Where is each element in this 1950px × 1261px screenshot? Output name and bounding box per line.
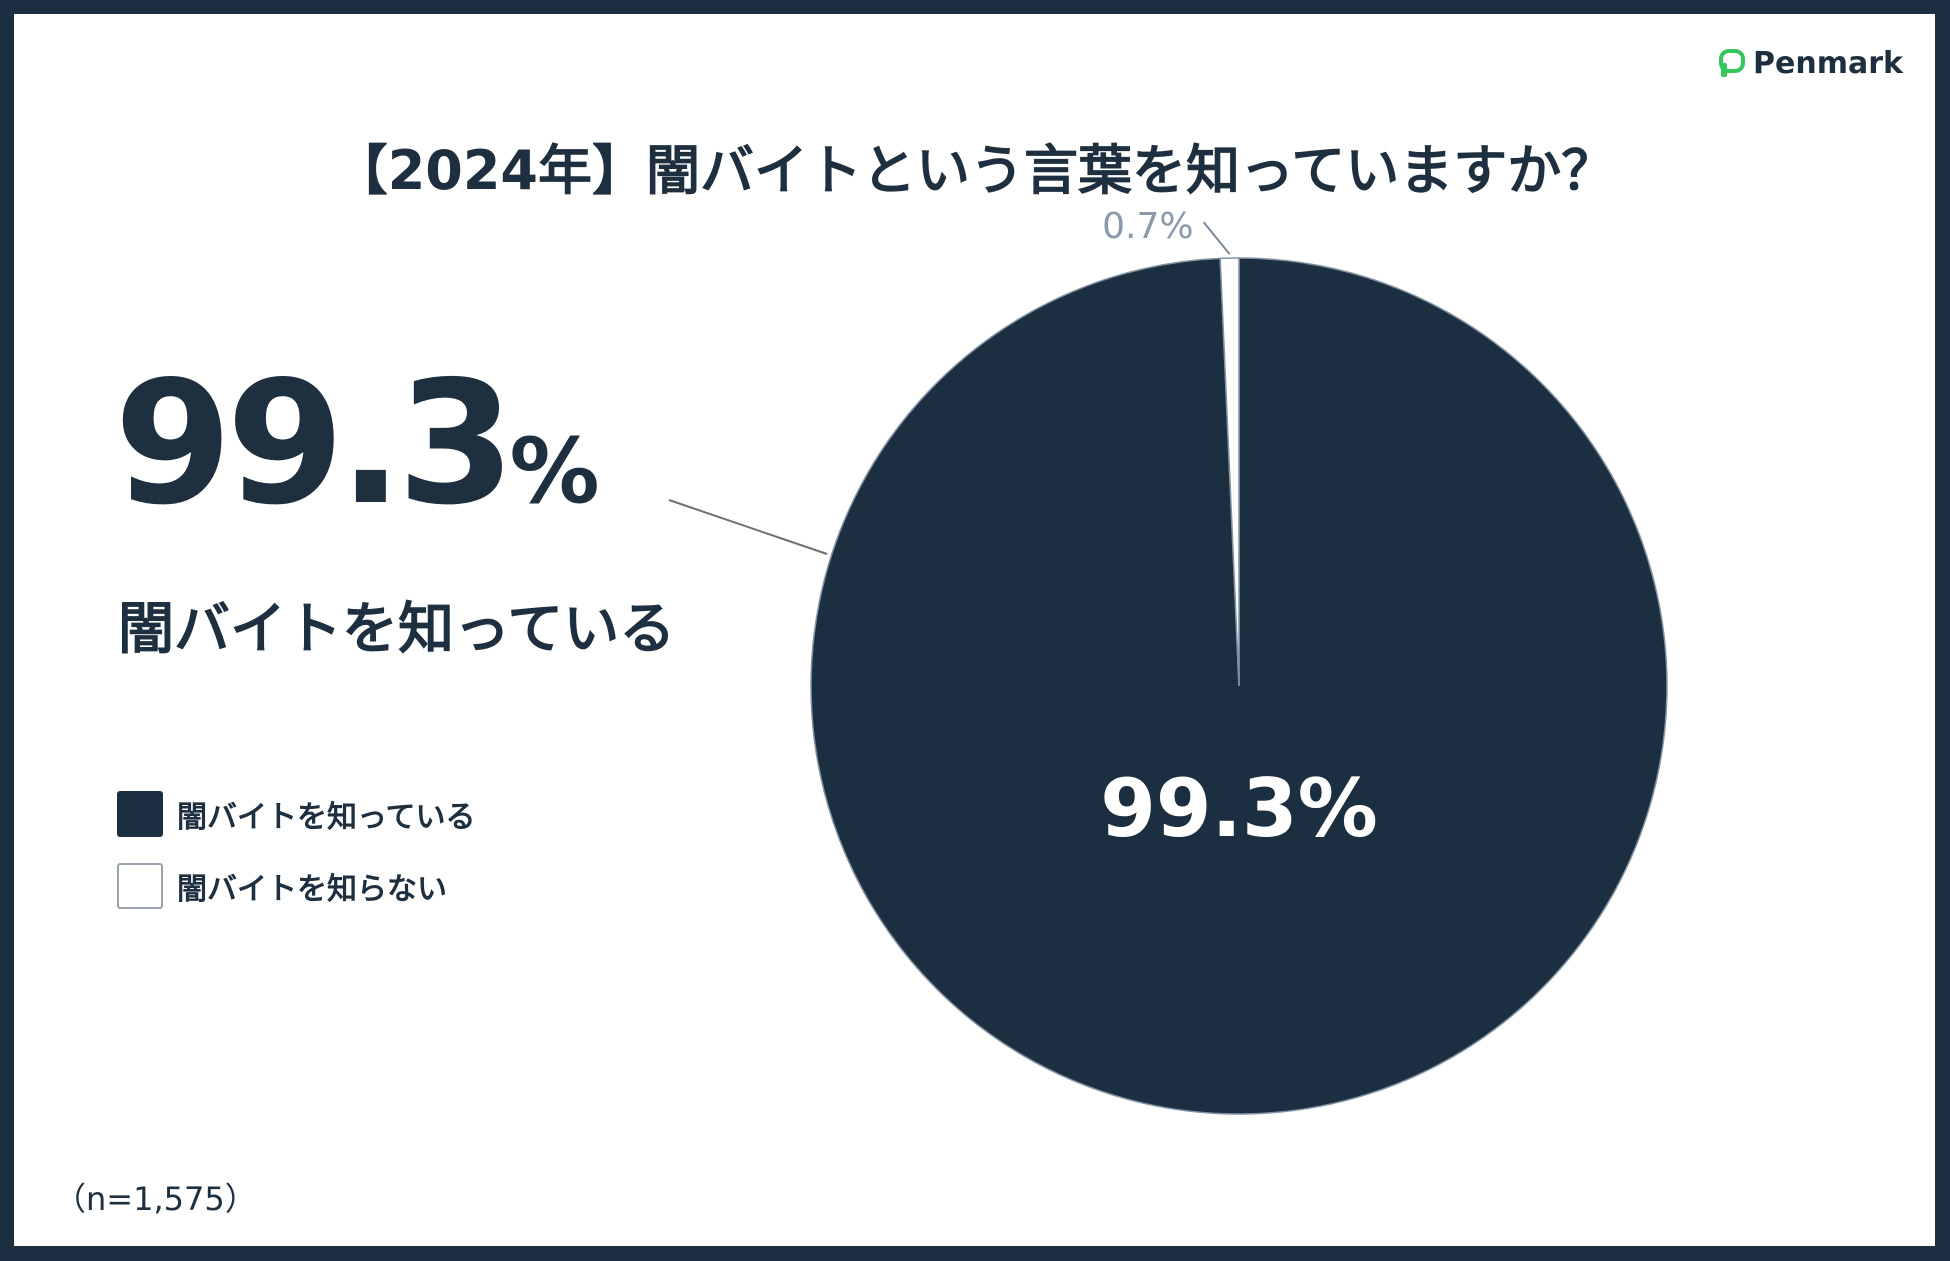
legend-item: 闇バイトを知らない (117, 862, 476, 910)
sample-size-note: （n=1,575） (54, 1180, 257, 1218)
pie-chart: 99.3% 0.7% (668, 206, 1668, 1115)
highlight-unit: % (509, 419, 600, 524)
highlight-value: 99.3 (114, 345, 515, 543)
slice-1-value-label: 99.3% (1100, 762, 1378, 855)
brand-name: Penmark (1753, 46, 1903, 81)
highlight-label: 闇バイトを知っている (118, 597, 676, 662)
legend-label: 闇バイトを知っている (177, 800, 476, 835)
brand-logo: Penmark (1719, 46, 1903, 81)
highlight-leader-line (668, 499, 828, 555)
legend-swatch (117, 791, 163, 837)
legend-item: 闇バイトを知っている (117, 790, 476, 838)
highlight-stat: 99.3% (114, 359, 600, 529)
slice-2-value-label: 0.7% (1102, 206, 1193, 247)
pie-slice-2 (1219, 257, 1240, 687)
chart-frame: Penmark 【2024年】闇バイトという言葉を知っていますか？ 99.3% … (14, 14, 1935, 1246)
legend-swatch (117, 863, 163, 909)
chart-legend: 闇バイトを知っている 闇バイトを知らない (117, 790, 476, 934)
chart-title: 【2024年】闇バイトという言葉を知っていますか？ (333, 139, 1616, 202)
penmark-logo-icon (1719, 48, 1746, 77)
slice-2-leader-line (1202, 221, 1231, 255)
legend-label: 闇バイトを知らない (177, 872, 447, 907)
